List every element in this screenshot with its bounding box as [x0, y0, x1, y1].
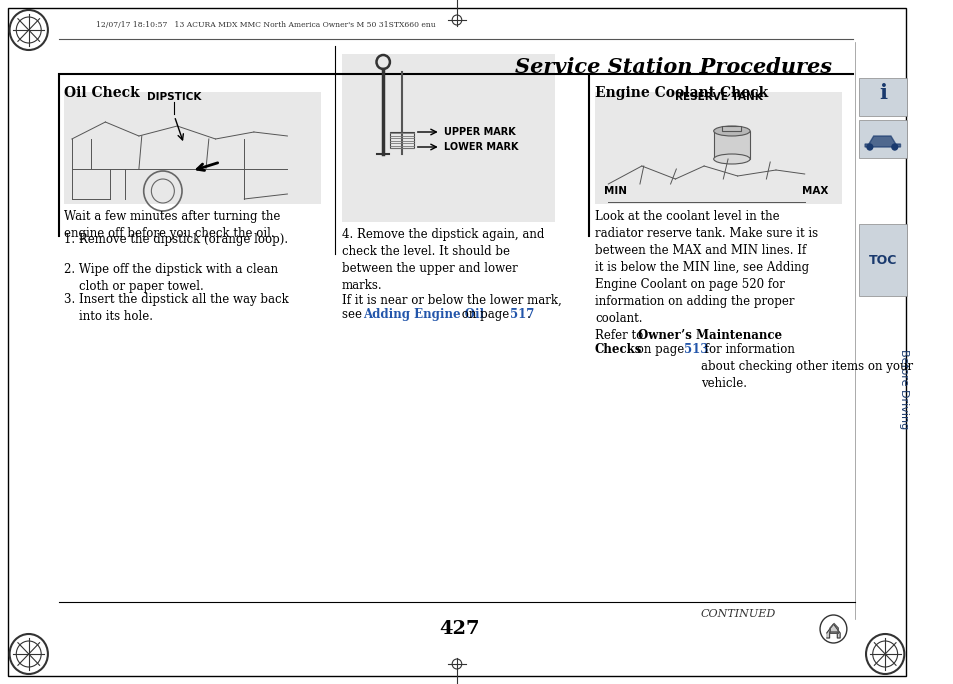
Text: Owner’s Maintenance: Owner’s Maintenance	[638, 329, 781, 342]
Bar	[390, 132, 414, 148]
Text: for information
about checking other items on your
vehicle.: for information about checking other ite…	[700, 343, 912, 390]
Bar	[713, 131, 749, 159]
Text: Adding Engine Oil: Adding Engine Oil	[363, 308, 483, 321]
Text: LOWER MARK: LOWER MARK	[443, 142, 517, 152]
Text: .: .	[526, 308, 530, 321]
Circle shape	[891, 144, 897, 150]
Text: on page: on page	[457, 308, 513, 321]
Text: 517: 517	[509, 308, 534, 321]
Text: 12/07/17 18:10:57   13 ACURA MDX MMC North America Owner's M 50 31STX660 enu: 12/07/17 18:10:57 13 ACURA MDX MMC North…	[95, 21, 435, 29]
Text: Refer to: Refer to	[595, 329, 646, 342]
Bar	[859, 120, 906, 158]
Text: MAX: MAX	[801, 186, 828, 196]
Text: Oil Check: Oil Check	[64, 86, 140, 100]
Text: Look at the coolant level in the
radiator reserve tank. Make sure it is
between : Look at the coolant level in the radiato…	[595, 210, 817, 325]
Text: Checks: Checks	[595, 343, 641, 356]
Text: 2. Wipe off the dipstick with a clean
    cloth or paper towel.: 2. Wipe off the dipstick with a clean cl…	[64, 263, 278, 293]
Bar	[341, 54, 554, 222]
Circle shape	[866, 144, 872, 150]
Text: see: see	[341, 308, 365, 321]
Bar	[64, 92, 320, 204]
Text: Service Station Procedures: Service Station Procedures	[514, 57, 831, 77]
Text: 3. Insert the dipstick all the way back
    into its hole.: 3. Insert the dipstick all the way back …	[64, 293, 289, 323]
Polygon shape	[864, 136, 900, 147]
Text: Wait a few minutes after turning the
engine off before you check the oil.: Wait a few minutes after turning the eng…	[64, 210, 280, 240]
Text: RESERVE TANK: RESERVE TANK	[674, 92, 761, 102]
Text: DIPSTICK: DIPSTICK	[147, 92, 201, 102]
Text: on page: on page	[633, 343, 687, 356]
Text: UPPER MARK: UPPER MARK	[443, 127, 515, 137]
Text: TOC: TOC	[868, 254, 897, 267]
Text: 513: 513	[683, 343, 708, 356]
Polygon shape	[826, 624, 840, 638]
Text: ⌂: ⌂	[826, 620, 839, 638]
Text: Before Driving: Before Driving	[899, 349, 908, 429]
Ellipse shape	[713, 126, 749, 136]
Text: MIN: MIN	[603, 186, 626, 196]
Text: i: i	[879, 83, 886, 103]
Bar	[721, 126, 740, 131]
Bar	[595, 92, 841, 204]
Text: 427: 427	[439, 620, 479, 638]
Text: 4. Remove the dipstick again, and
check the level. It should be
between the uppe: 4. Remove the dipstick again, and check …	[341, 228, 544, 292]
Text: 1. Remove the dipstick (orange loop).: 1. Remove the dipstick (orange loop).	[64, 233, 288, 246]
Bar	[859, 224, 906, 296]
Bar	[859, 78, 906, 116]
Text: CONTINUED: CONTINUED	[700, 609, 775, 619]
Ellipse shape	[713, 154, 749, 164]
Text: Engine Coolant Check: Engine Coolant Check	[595, 86, 767, 100]
Text: If it is near or below the lower mark,: If it is near or below the lower mark,	[341, 294, 561, 307]
